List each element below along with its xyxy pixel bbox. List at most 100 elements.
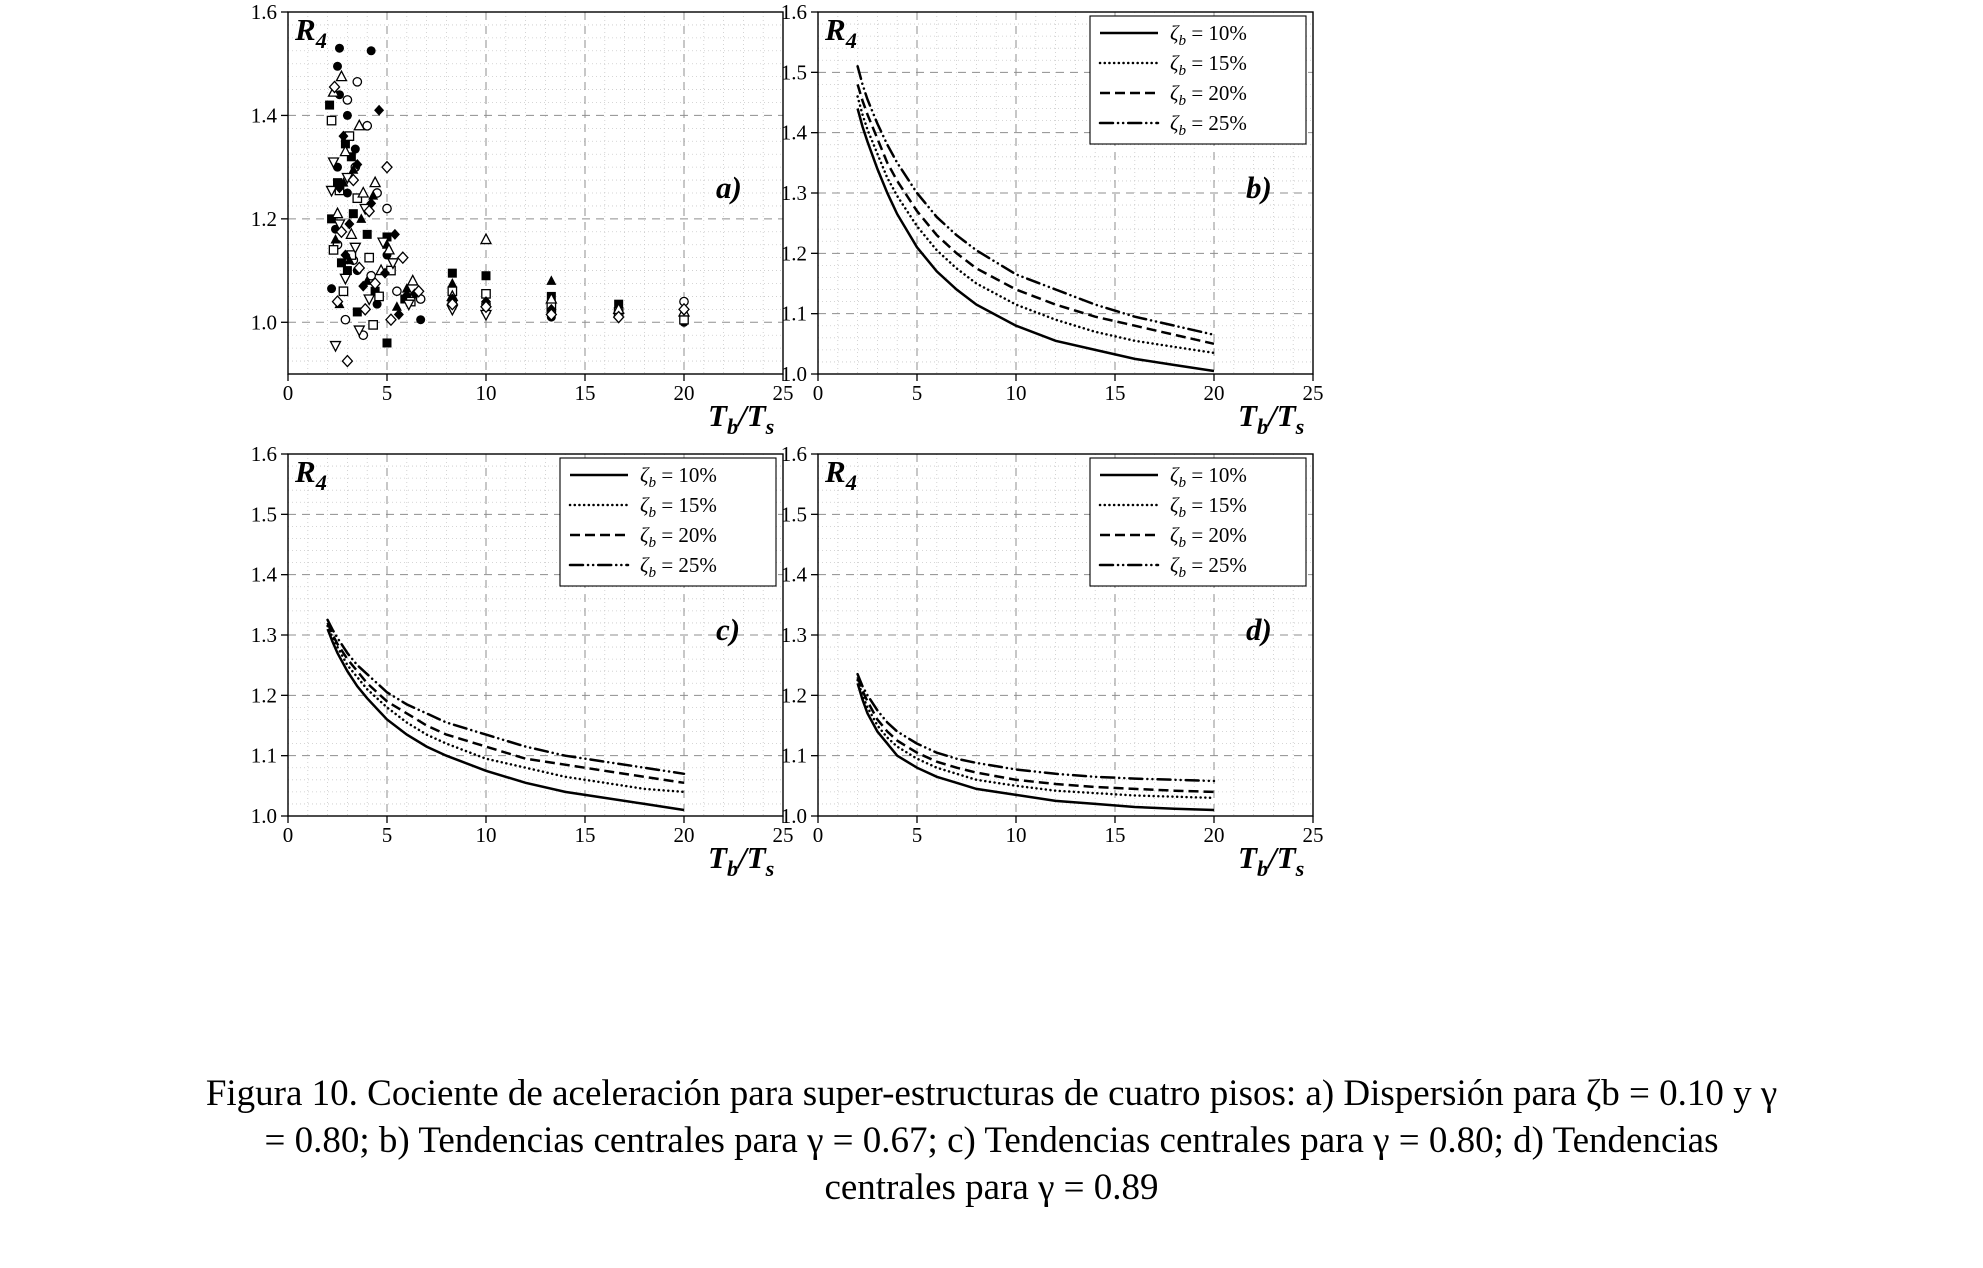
scatter-triangle-down-open: [325, 157, 493, 353]
x-tick-label: 15: [1105, 823, 1126, 847]
curve-b-0: [856, 108, 1215, 373]
y-tick-label: 1.4: [781, 563, 808, 587]
legend-d: ζb = 10%ζb = 15%ζb = 20%ζb = 25%: [1089, 457, 1307, 587]
y-tick-label: 1.6: [251, 444, 277, 466]
y-tick-label: 1.3: [251, 623, 277, 647]
y-axis-title-d: R4: [824, 454, 857, 495]
curve-c-3: [326, 618, 686, 776]
scatter-triangle-up-open: [327, 69, 691, 317]
x-tick-label: 10: [1006, 823, 1027, 847]
x-tick-label: 5: [382, 823, 393, 847]
x-tick-label: 5: [912, 381, 923, 405]
x-tick-label: 0: [813, 823, 824, 847]
chart-a-svg: 0 5 10 15 20 25 1.0 1.2 1.4 1.6 R4 Tb/Ts a): [251, 0, 794, 439]
panel-letter-c: c): [716, 612, 740, 647]
plot-border-a: [287, 11, 784, 375]
legend-entry-label: ζb = 25%: [1170, 111, 1247, 139]
y-tick-label: 1.5: [781, 502, 807, 526]
x-tick-label: 25: [1303, 823, 1324, 847]
x-tick-label: 20: [674, 381, 695, 405]
y-tick-label: 1.4: [251, 103, 278, 127]
legend-entry-label: ζb = 25%: [640, 553, 717, 581]
series-b: [856, 65, 1216, 373]
x-axis-title-a: Tb/Ts: [708, 398, 774, 434]
x-tick-label: 0: [283, 823, 294, 847]
y-tick-label: 1.6: [781, 444, 807, 466]
x-axis-title-c: Tb/Ts: [708, 840, 774, 876]
panel-letter-a: a): [716, 170, 742, 205]
panel-c: 0 5 10 15 20 25 1.0 1.1 1.2 1.3 1.4 1.5 1.6 R4 Tb/Ts c)…: [238, 442, 798, 881]
x-tick-label: 0: [813, 381, 824, 405]
legend-box-d: [1089, 457, 1307, 587]
caption-line-1: Figura 10. Cociente de aceleración para …: [205, 1073, 1778, 1114]
y-tick-label: 1.2: [251, 207, 277, 231]
x-tick-label: 10: [1006, 381, 1027, 405]
caption-line-2: = 0.80; b) Tendencias centrales para γ =…: [264, 1120, 1719, 1161]
series-c: [326, 618, 686, 812]
legend-b: ζb = 10%ζb = 15%ζb = 20%ζb = 25%: [1089, 15, 1307, 145]
legend-entry-label: ζb = 20%: [640, 523, 717, 551]
y-tick-label: 1.0: [781, 362, 807, 386]
legend-box-b: [1089, 15, 1307, 145]
x-tick-label: 5: [382, 381, 393, 405]
series-a: [325, 43, 691, 368]
x-tick-label: 20: [674, 823, 695, 847]
x-tick-label: 25: [773, 823, 794, 847]
curve-d-3: [856, 672, 1216, 783]
y-tick-label: 1.0: [251, 310, 277, 334]
y-tick-label: 1.2: [251, 683, 277, 707]
curve-d-1: [856, 678, 1216, 800]
curve-c-0: [326, 628, 685, 812]
scatter-diamond-open: [328, 80, 690, 368]
y-tick-label: 1.6: [251, 2, 277, 24]
curve-b-3: [856, 65, 1216, 337]
curve-b-1: [856, 95, 1216, 355]
y-tick-label: 1.5: [781, 60, 807, 84]
y-tick-label: 1.0: [251, 804, 277, 828]
panel-letter-d: d): [1246, 612, 1272, 647]
x-axis-title-b: Tb/Ts: [1238, 398, 1304, 434]
figure-panels: 0 5 10 15 20 25 1.0 1.2 1.4 1.6 R4 Tb/Ts a) 0 5 10 15 20 2…: [238, 0, 1328, 881]
y-tick-label: 1.1: [781, 744, 807, 768]
panel-letter-b: b): [1246, 170, 1272, 205]
y-tick-label: 1.3: [781, 181, 807, 205]
x-tick-label: 25: [1303, 381, 1324, 405]
y-axis-title-c: R4: [294, 454, 327, 495]
x-tick-label: 25: [773, 381, 794, 405]
panel-d: 0 5 10 15 20 25 1.0 1.1 1.2 1.3 1.4 1.5 1.6 R4 Tb/Ts d)…: [768, 442, 1328, 881]
scatter-circle-filled: [327, 43, 689, 327]
y-tick-label: 1.4: [251, 563, 278, 587]
y-axis-title-a: R4: [294, 12, 327, 53]
legend-box-c: [559, 457, 777, 587]
axes-c: 0 5 10 15 20 25 1.0 1.1 1.2 1.3 1.4 1.5 1.6: [251, 442, 794, 847]
legend-entry-label: ζb = 10%: [640, 463, 717, 491]
y-tick-label: 1.6: [781, 2, 807, 24]
axes-d: 0 5 10 15 20 25 1.0 1.1 1.2 1.3 1.4 1.5 1.6: [781, 442, 1324, 847]
series-d: [856, 672, 1216, 812]
curve-c-1: [326, 624, 686, 794]
curve-b-2: [856, 84, 1215, 346]
x-tick-label: 10: [476, 381, 497, 405]
panel-b: 0 5 10 15 20 25 1.0 1.1 1.2 1.3 1.4 1.5 1.6 R4 Tb/Ts b)…: [768, 0, 1328, 439]
y-tick-label: 1.2: [781, 683, 807, 707]
legend-entry-label: ζb = 10%: [1170, 21, 1247, 49]
axes-b: 0 5 10 15 20 25 1.0 1.1 1.2 1.3 1.4 1.5 1.6: [781, 0, 1324, 405]
legend-entry-label: ζb = 20%: [1170, 523, 1247, 551]
x-tick-label: 5: [912, 823, 923, 847]
y-tick-label: 1.1: [781, 302, 807, 326]
chart-b-svg: 0 5 10 15 20 25 1.0 1.1 1.2 1.3 1.4 1.5 1.6 R4 Tb/Ts b)…: [781, 0, 1324, 439]
y-tick-label: 1.4: [781, 121, 808, 145]
x-tick-label: 15: [575, 823, 596, 847]
x-axis-title-d: Tb/Ts: [1238, 840, 1304, 876]
x-tick-label: 20: [1204, 381, 1225, 405]
scatter-square-filled: [325, 100, 624, 348]
x-tick-label: 20: [1204, 823, 1225, 847]
legend-entry-label: ζb = 15%: [1170, 493, 1247, 521]
figure-caption: Figura 10. Cociente de aceleración para …: [0, 1070, 1983, 1211]
chart-c-svg: 0 5 10 15 20 25 1.0 1.1 1.2 1.3 1.4 1.5 1.6 R4 Tb/Ts c)…: [251, 442, 794, 881]
legend-entry-label: ζb = 20%: [1170, 81, 1247, 109]
legend-entry-label: ζb = 15%: [1170, 51, 1247, 79]
legend-entry-label: ζb = 15%: [640, 493, 717, 521]
curve-c-2: [326, 622, 685, 785]
x-tick-label: 10: [476, 823, 497, 847]
